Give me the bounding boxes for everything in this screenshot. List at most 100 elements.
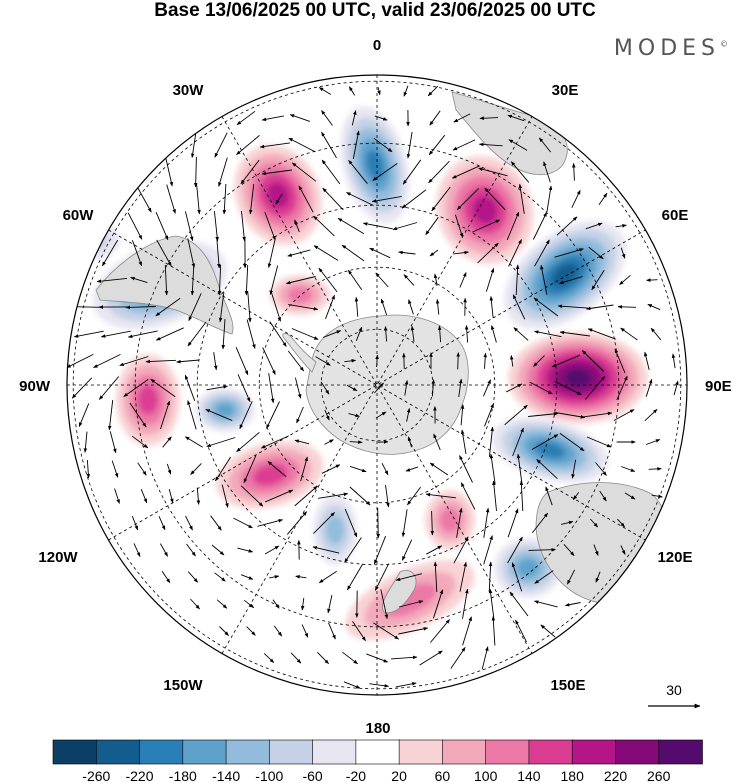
wind-arrow bbox=[403, 85, 409, 97]
wind-arrow bbox=[266, 401, 280, 429]
wind-arrow bbox=[571, 459, 577, 479]
wind-arrow bbox=[327, 595, 333, 614]
colorbar-tick-label: -260 bbox=[82, 768, 110, 783]
wind-arrow bbox=[644, 408, 658, 422]
wind-arrow bbox=[571, 162, 576, 181]
wind-arrow bbox=[648, 467, 662, 471]
wind-arrow bbox=[235, 347, 249, 376]
anomaly-cell bbox=[116, 354, 180, 446]
wind-arrow bbox=[190, 132, 197, 159]
wind-arrow bbox=[479, 116, 499, 121]
wind-arrow bbox=[484, 187, 506, 211]
wind-arrow bbox=[325, 294, 335, 319]
anomaly-contour bbox=[325, 515, 345, 545]
wind-arrow bbox=[532, 212, 548, 240]
wind-arrow bbox=[534, 239, 550, 267]
wind-arrow bbox=[125, 305, 157, 310]
wind-arrow bbox=[98, 376, 120, 400]
wind-arrow bbox=[398, 250, 416, 255]
anomaly-contour bbox=[287, 286, 313, 304]
wind-arrow bbox=[556, 216, 578, 236]
wind-arrow bbox=[505, 383, 523, 393]
anomaly-contour bbox=[215, 403, 235, 417]
wind-arrow bbox=[343, 681, 361, 689]
wind-arrow bbox=[213, 352, 218, 371]
wind-arrow bbox=[375, 354, 379, 368]
wind-arrow bbox=[645, 439, 661, 445]
wind-arrow bbox=[196, 184, 201, 215]
wind-arrow bbox=[586, 304, 614, 311]
wind-arrow bbox=[286, 511, 308, 535]
wind-arrow bbox=[433, 273, 438, 287]
wind-arrow bbox=[295, 575, 307, 579]
wind-arrow bbox=[160, 400, 170, 430]
wind-arrow bbox=[262, 347, 276, 376]
wind-arrow bbox=[243, 455, 257, 484]
wind-arrow bbox=[260, 435, 289, 449]
wind-arrow bbox=[673, 380, 679, 396]
wind-arrow bbox=[456, 507, 463, 538]
wind-arrow bbox=[341, 244, 365, 262]
wind-arrow bbox=[218, 157, 228, 187]
wind-arrow bbox=[507, 508, 519, 538]
wind-arrow bbox=[435, 298, 440, 315]
wind-arrow bbox=[460, 482, 476, 510]
wind-arrow bbox=[383, 326, 388, 342]
antarctic-peninsula bbox=[282, 333, 317, 373]
wind-arrow bbox=[73, 330, 104, 338]
anomaly-contour bbox=[266, 181, 290, 209]
wind-arrow bbox=[298, 185, 314, 213]
wind-arrow bbox=[322, 187, 344, 211]
wind-arrow bbox=[483, 352, 488, 369]
wind-arrow bbox=[346, 384, 358, 392]
wind-arrow bbox=[433, 561, 438, 593]
wind-arrow bbox=[431, 379, 436, 397]
wind-arrow bbox=[236, 110, 256, 126]
wind-arrow bbox=[620, 247, 626, 259]
lon-label-180: 180 bbox=[365, 720, 390, 737]
wind-arrow bbox=[301, 624, 309, 638]
wind-arrow bbox=[140, 489, 148, 504]
wind-arrow bbox=[193, 156, 198, 188]
wind-arrow bbox=[119, 356, 149, 367]
colorbar-swatch bbox=[355, 739, 400, 765]
colorbar-tick-label: 220 bbox=[604, 768, 628, 783]
wind-arrow bbox=[460, 429, 467, 455]
wind-arrow bbox=[347, 563, 363, 591]
anomaly-cell bbox=[270, 275, 330, 315]
wind-arrow bbox=[508, 239, 522, 267]
wind-arrow bbox=[222, 183, 227, 215]
anomaly-contour bbox=[517, 558, 539, 578]
wind-arrow bbox=[534, 330, 562, 338]
colorbar-tick-label: 260 bbox=[647, 768, 671, 783]
wind-arrow bbox=[288, 304, 319, 311]
colorbar-swatch bbox=[312, 739, 357, 765]
wind-arrow bbox=[155, 297, 181, 317]
wind-arrow bbox=[392, 222, 418, 231]
wind-arrow bbox=[456, 352, 460, 370]
wind-arrow bbox=[373, 137, 393, 153]
wind-arrow bbox=[646, 278, 658, 282]
wind-arrow bbox=[488, 588, 495, 619]
wind-arrow bbox=[291, 162, 317, 182]
latitude-circle bbox=[196, 204, 558, 566]
wind-arrow bbox=[320, 381, 330, 395]
wind-arrow bbox=[290, 652, 302, 664]
wind-arrow bbox=[560, 520, 574, 525]
anomaly-cell bbox=[425, 490, 475, 550]
wind-arrow bbox=[190, 598, 200, 610]
wind-arrow bbox=[616, 375, 628, 401]
wind-arrow bbox=[478, 142, 503, 147]
wind-arrow bbox=[83, 431, 88, 453]
wind-arrow bbox=[529, 381, 553, 395]
wind-arrow bbox=[531, 434, 559, 450]
colorbar-tick-label: -180 bbox=[169, 768, 197, 783]
wind-arrow bbox=[187, 571, 199, 583]
wind-arrow bbox=[488, 426, 494, 457]
wind-arrow bbox=[489, 453, 496, 484]
wind-arrow bbox=[264, 211, 276, 241]
wind-arrow bbox=[101, 239, 119, 267]
wind-arrow bbox=[166, 463, 172, 475]
anomaly-contour bbox=[564, 369, 592, 387]
wind-arrow bbox=[291, 328, 319, 340]
